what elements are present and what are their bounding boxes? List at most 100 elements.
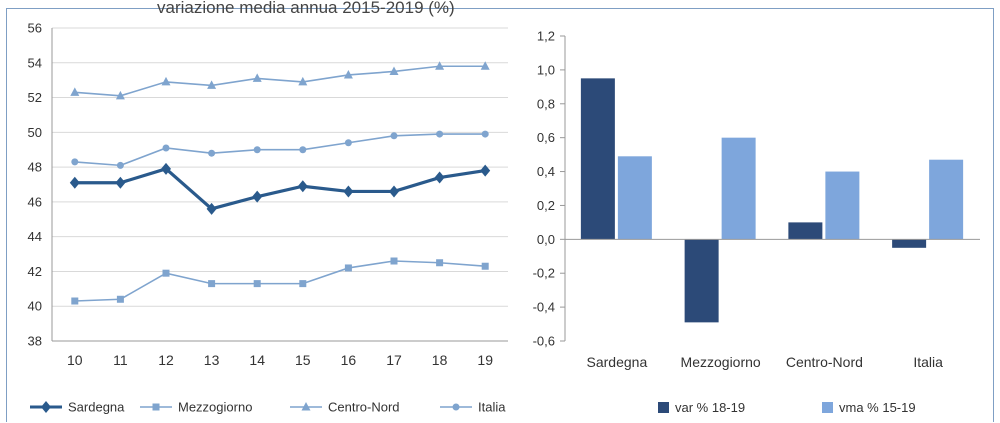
line-chart-y-tick: 54 <box>28 55 42 70</box>
line-chart-x-tick: 15 <box>295 352 311 368</box>
bar-chart-y-tick: 0,4 <box>537 164 555 179</box>
data-point-italia <box>253 146 261 154</box>
line-chart-x-tick: 14 <box>249 352 265 368</box>
bar-italia-var <box>892 239 927 248</box>
data-point-sardegna <box>389 185 399 198</box>
data-point-mezzogiorno <box>208 280 216 288</box>
line-chart-y-tick: 38 <box>28 334 42 349</box>
line-chart-x-tick: 11 <box>113 352 128 368</box>
legend-label: Italia <box>478 400 506 415</box>
line-chart-y-tick: 56 <box>28 21 42 36</box>
bar-mezzogiorno-vma <box>721 137 756 240</box>
line-chart-y-tick: 44 <box>28 229 42 244</box>
bar-chart-y-tick: 1,0 <box>537 62 555 77</box>
data-point-mezzogiorno <box>71 297 79 305</box>
line-chart-y-tick: 52 <box>28 90 42 105</box>
bar-centro-nord-var <box>788 222 823 240</box>
data-point-centro-nord <box>161 76 171 86</box>
line-chart-x-tick: 18 <box>432 352 448 368</box>
bar-chart-category-label: Sardegna <box>587 354 648 370</box>
legend-label: vma % 15-19 <box>839 400 916 415</box>
bar-centro-nord-vma <box>825 171 860 240</box>
legend-label: var % 18-19 <box>675 400 745 415</box>
bar-sardegna-vma <box>617 156 652 240</box>
bar-sardegna-var <box>580 78 615 240</box>
data-point-italia <box>481 130 489 138</box>
bar-mezzogiorno-var <box>684 239 719 323</box>
data-point-italia <box>436 130 444 138</box>
data-point-sardegna <box>297 180 308 193</box>
bar-chart-y-tick: 0,8 <box>537 96 555 111</box>
data-point-italia <box>116 161 124 169</box>
line-chart-x-tick: 12 <box>158 352 174 368</box>
data-point-centro-nord <box>252 73 262 82</box>
data-point-mezzogiorno <box>162 269 170 277</box>
line-chart-x-tick: 19 <box>477 352 493 368</box>
bar-chart-y-tick: 0,2 <box>537 198 555 213</box>
line-chart-y-tick: 40 <box>28 299 42 314</box>
bar-chart-category-label: Mezzogiorno <box>681 354 761 370</box>
legend-label: Centro-Nord <box>328 400 400 415</box>
line-chart-x-tick: 17 <box>386 352 402 368</box>
legend-swatch-bar-0 <box>658 402 669 413</box>
data-point-centro-nord <box>343 69 353 79</box>
bar-chart-y-tick: -0,6 <box>533 334 555 349</box>
series-line-mezzogiorno <box>74 260 486 302</box>
data-point-mezzogiorno <box>344 264 352 272</box>
data-point-centro-nord <box>298 76 308 86</box>
data-point-mezzogiorno <box>299 280 307 288</box>
data-point-centro-nord <box>389 66 399 75</box>
series-line-sardegna <box>74 167 486 211</box>
legend-swatch-bar-1 <box>822 402 833 413</box>
data-point-italia <box>162 144 170 152</box>
line-chart-y-tick: 48 <box>28 160 42 175</box>
data-point-centro-nord <box>207 80 217 89</box>
data-point-sardegna <box>343 185 354 198</box>
legend-marker-italia <box>452 403 460 411</box>
data-point-mezzogiorno <box>116 295 124 303</box>
data-point-sardegna <box>69 176 80 189</box>
series-line-centro-nord <box>74 65 486 97</box>
data-point-sardegna <box>252 190 263 203</box>
line-chart-x-tick: 10 <box>67 352 83 368</box>
data-point-italia <box>208 149 216 157</box>
bar-italia-vma <box>929 159 964 240</box>
bar-chart-y-tick: 0,0 <box>537 232 555 247</box>
data-point-mezzogiorno <box>390 257 398 265</box>
data-point-sardegna <box>161 162 171 175</box>
data-point-centro-nord <box>480 61 490 70</box>
legend-marker-mezzogiorno <box>152 403 160 411</box>
data-point-italia <box>71 158 79 166</box>
bar-chart-y-tick: -0,4 <box>533 300 555 315</box>
legend-marker-sardegna <box>41 401 51 413</box>
legend-label: Mezzogiorno <box>178 400 252 415</box>
data-point-sardegna <box>115 176 126 189</box>
data-point-italia <box>344 139 352 147</box>
bar-chart-y-tick: 0,6 <box>537 130 555 145</box>
data-point-mezzogiorno <box>481 262 489 270</box>
series-line-italia <box>74 133 486 167</box>
data-point-italia <box>299 146 307 154</box>
data-point-centro-nord <box>435 61 445 70</box>
legend-label: Sardegna <box>68 400 125 415</box>
line-chart-y-tick: 42 <box>28 264 42 279</box>
chart-title-strip: variazione media annua 2015-2019 (%) <box>157 0 455 17</box>
bar-chart-y-tick: 1,2 <box>537 29 555 44</box>
data-point-sardegna <box>434 171 445 184</box>
bar-chart-category-label: Italia <box>913 354 943 370</box>
data-point-centro-nord <box>70 87 80 96</box>
bar-chart-category-label: Centro-Nord <box>786 354 863 370</box>
data-point-sardegna <box>480 164 491 177</box>
chart-frame: variazione media annua 2015-2019 (%) <box>6 0 994 422</box>
data-point-italia <box>390 132 398 140</box>
data-point-mezzogiorno <box>253 280 261 288</box>
data-point-sardegna <box>206 202 217 215</box>
data-point-mezzogiorno <box>436 259 444 267</box>
line-chart-x-tick: 16 <box>341 352 357 368</box>
legend-marker-centro-nord <box>301 402 311 411</box>
line-chart-x-tick: 13 <box>204 352 220 368</box>
data-point-centro-nord <box>115 90 125 100</box>
bar-chart-y-tick: -0,2 <box>533 266 555 281</box>
line-chart-y-tick: 46 <box>28 194 42 209</box>
